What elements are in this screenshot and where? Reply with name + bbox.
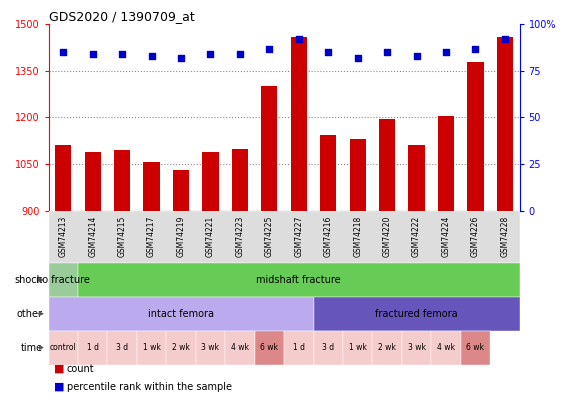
Text: GSM74225: GSM74225 <box>265 216 274 258</box>
Bar <box>196 330 225 364</box>
Text: shock: shock <box>15 275 43 285</box>
Text: GSM74227: GSM74227 <box>294 216 303 258</box>
Text: count: count <box>67 364 94 373</box>
Point <box>59 49 68 55</box>
Bar <box>320 134 336 211</box>
Bar <box>49 211 520 263</box>
Text: ■: ■ <box>54 364 65 373</box>
Bar <box>143 162 160 211</box>
Text: ■: ■ <box>54 382 65 392</box>
Text: GSM74219: GSM74219 <box>176 216 186 258</box>
Text: GSM74224: GSM74224 <box>441 216 451 258</box>
Point <box>265 45 274 52</box>
Text: 2 wk: 2 wk <box>172 343 190 352</box>
Bar <box>461 330 490 364</box>
Bar <box>49 263 78 297</box>
Text: 3 wk: 3 wk <box>408 343 425 352</box>
Text: 4 wk: 4 wk <box>231 343 249 352</box>
Point <box>294 36 303 43</box>
Point <box>353 55 362 61</box>
Bar <box>313 297 520 330</box>
Text: percentile rank within the sample: percentile rank within the sample <box>67 382 232 392</box>
Text: intact femora: intact femora <box>148 309 214 319</box>
Bar <box>284 330 313 364</box>
Point <box>235 51 244 58</box>
Text: 6 wk: 6 wk <box>467 343 484 352</box>
Point <box>176 55 186 61</box>
Text: 3 d: 3 d <box>116 343 128 352</box>
Bar <box>262 86 278 211</box>
Text: GSM74213: GSM74213 <box>59 216 68 258</box>
Text: GSM74215: GSM74215 <box>118 216 127 258</box>
Bar <box>349 139 366 211</box>
Point <box>383 49 392 55</box>
Point <box>324 49 333 55</box>
Bar <box>114 150 130 211</box>
Text: midshaft fracture: midshaft fracture <box>256 275 341 285</box>
Text: GSM74220: GSM74220 <box>383 216 392 258</box>
Bar <box>173 170 189 211</box>
Bar <box>467 62 484 211</box>
Bar <box>49 330 78 364</box>
Point <box>471 45 480 52</box>
Bar <box>379 119 395 211</box>
Bar <box>255 330 284 364</box>
Point <box>441 49 451 55</box>
Text: GSM74221: GSM74221 <box>206 216 215 258</box>
Bar <box>202 151 219 211</box>
Bar <box>343 330 372 364</box>
Text: GDS2020 / 1390709_at: GDS2020 / 1390709_at <box>49 10 194 23</box>
Point <box>88 51 97 58</box>
Bar <box>372 330 402 364</box>
Bar <box>55 145 71 211</box>
Text: GSM74228: GSM74228 <box>500 216 509 258</box>
Point <box>412 53 421 59</box>
Text: GSM74218: GSM74218 <box>353 216 362 258</box>
Text: 4 wk: 4 wk <box>437 343 455 352</box>
Text: 1 wk: 1 wk <box>143 343 160 352</box>
Text: time: time <box>21 343 43 353</box>
Bar <box>78 330 107 364</box>
Bar <box>78 263 520 297</box>
Point <box>118 51 127 58</box>
Text: 3 wk: 3 wk <box>202 343 219 352</box>
Text: GSM74222: GSM74222 <box>412 216 421 258</box>
Text: GSM74226: GSM74226 <box>471 216 480 258</box>
Bar <box>408 145 425 211</box>
Bar <box>431 330 461 364</box>
Text: 1 d: 1 d <box>87 343 99 352</box>
Bar <box>225 330 255 364</box>
Bar <box>137 330 166 364</box>
Text: GSM74214: GSM74214 <box>88 216 97 258</box>
Text: 2 wk: 2 wk <box>378 343 396 352</box>
Text: other: other <box>17 309 43 319</box>
Text: 3 d: 3 d <box>322 343 334 352</box>
Bar <box>49 297 313 330</box>
Text: GSM74223: GSM74223 <box>235 216 244 258</box>
Bar <box>166 330 196 364</box>
Bar <box>85 151 101 211</box>
Bar <box>313 330 343 364</box>
Bar <box>402 330 431 364</box>
Text: 6 wk: 6 wk <box>260 343 278 352</box>
Text: fractured femora: fractured femora <box>375 309 458 319</box>
Bar <box>232 149 248 211</box>
Point <box>147 53 156 59</box>
Bar <box>438 116 454 211</box>
Text: no fracture: no fracture <box>37 275 90 285</box>
Point <box>500 36 509 43</box>
Bar <box>497 37 513 211</box>
Bar <box>107 330 137 364</box>
Bar <box>291 37 307 211</box>
Point <box>206 51 215 58</box>
Text: 1 wk: 1 wk <box>349 343 367 352</box>
Text: GSM74217: GSM74217 <box>147 216 156 258</box>
Text: GSM74216: GSM74216 <box>324 216 333 258</box>
Text: 1 d: 1 d <box>293 343 305 352</box>
Text: control: control <box>50 343 77 352</box>
